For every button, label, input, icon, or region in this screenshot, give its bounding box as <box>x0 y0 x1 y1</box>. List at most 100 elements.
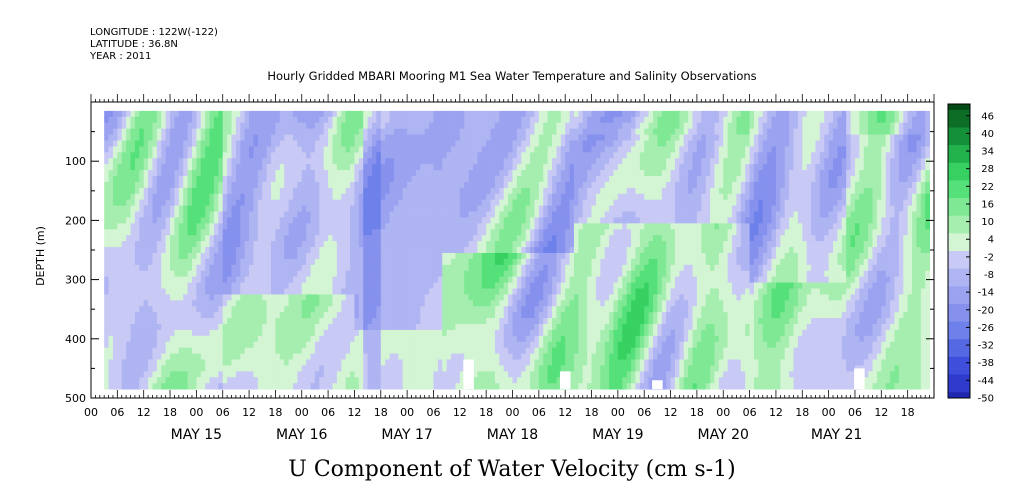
heat-cell <box>516 110 522 118</box>
heat-cell <box>227 229 232 236</box>
heat-cell <box>411 294 417 301</box>
heat-cell <box>516 252 522 260</box>
heat-cell <box>205 318 210 325</box>
heat-cell <box>231 371 237 378</box>
heat-cell <box>556 134 562 141</box>
heat-cell <box>508 258 513 266</box>
heat-cell <box>455 294 461 301</box>
heat-cell <box>235 335 241 343</box>
heat-cell <box>288 116 294 124</box>
heat-cell <box>196 229 202 236</box>
heat-cell <box>538 282 544 289</box>
heat-cell <box>358 258 364 266</box>
heat-cell <box>494 312 500 319</box>
heat-cell <box>191 252 197 260</box>
heat-cell <box>530 217 535 224</box>
heat-cell <box>191 134 197 141</box>
heat-cell <box>292 276 298 283</box>
heat-cell <box>433 377 439 384</box>
heat-cell <box>468 146 474 153</box>
heat-cell <box>165 116 171 124</box>
heat-cell <box>332 170 338 177</box>
heat-cell <box>104 359 109 366</box>
heat-cell <box>389 217 395 224</box>
heat-cell <box>240 116 246 124</box>
heat-cell <box>525 193 531 201</box>
heat-cell <box>284 312 289 319</box>
heat-cell <box>516 383 522 390</box>
heat-cell <box>249 187 254 195</box>
heat-cell <box>205 241 210 248</box>
heat-cell <box>104 164 109 171</box>
heat-cell <box>279 134 285 141</box>
heat-cell <box>152 122 158 130</box>
heat-cell <box>525 223 531 230</box>
heat-cell <box>130 288 136 295</box>
heat-cell <box>205 294 210 301</box>
heat-cell <box>130 134 136 141</box>
heat-cell <box>402 341 408 349</box>
heat-cell <box>284 140 289 147</box>
heat-cell <box>459 152 465 159</box>
heat-cell <box>213 252 219 260</box>
heat-cell <box>165 359 171 366</box>
heat-cell <box>227 140 232 147</box>
heat-cell <box>560 335 566 343</box>
heat-cell <box>477 235 483 242</box>
heat-cell <box>148 140 153 147</box>
heat-cell <box>240 247 246 254</box>
heat-cell <box>165 110 171 118</box>
heat-cell <box>310 164 316 171</box>
heat-cell <box>534 365 540 372</box>
heat-cell <box>314 270 320 278</box>
heat-cell <box>213 282 219 289</box>
heat-cell <box>161 164 167 171</box>
heat-cell <box>130 116 136 124</box>
heat-cell <box>477 205 483 212</box>
heat-cell <box>433 247 439 254</box>
heat-cell <box>165 211 171 218</box>
heat-cell <box>503 252 509 260</box>
heat-cell <box>310 229 316 236</box>
heat-cell <box>165 146 171 153</box>
heat-cell <box>437 223 443 230</box>
heat-cell <box>240 193 246 201</box>
heat-cell <box>249 294 254 301</box>
heat-cell <box>117 229 123 236</box>
heat-cell <box>134 146 140 153</box>
heat-cell <box>547 187 553 195</box>
heat-cell <box>104 341 109 349</box>
heat-cell <box>560 134 566 141</box>
heat-cell <box>446 223 452 230</box>
heat-cell <box>552 164 557 171</box>
heat-cell <box>231 158 237 165</box>
heat-cell <box>222 341 228 349</box>
heat-cell <box>350 122 355 130</box>
heat-cell <box>556 306 562 313</box>
heat-cell <box>297 110 303 118</box>
heat-cell <box>481 300 487 307</box>
heat-cell <box>389 365 395 372</box>
heat-cell <box>328 288 333 295</box>
heat-cell <box>301 347 307 354</box>
heat-cell <box>319 146 325 153</box>
heat-cell <box>547 193 553 201</box>
heat-cell <box>130 187 136 195</box>
heat-cell <box>205 110 210 118</box>
heat-cell <box>183 110 188 118</box>
heat-cell <box>433 282 439 289</box>
heat-cell <box>380 199 386 206</box>
heat-cell <box>380 152 386 159</box>
heat-cell <box>538 258 544 266</box>
heat-cell <box>393 252 399 260</box>
heat-cell <box>174 264 180 272</box>
heat-cell <box>385 312 390 319</box>
heat-cell <box>407 140 412 147</box>
heat-cell <box>319 359 325 366</box>
heat-cell <box>442 300 448 307</box>
heat-cell <box>117 276 123 283</box>
heat-cell <box>183 193 188 201</box>
heat-cell <box>442 353 448 360</box>
heat-cell <box>451 324 456 331</box>
heat-cell <box>424 341 430 349</box>
